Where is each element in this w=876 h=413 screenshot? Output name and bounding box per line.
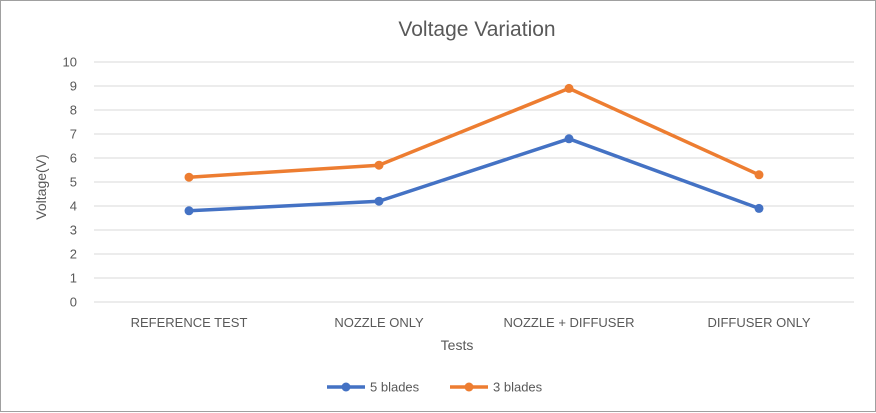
x-axis-title: Tests (441, 337, 474, 353)
data-point (754, 203, 764, 213)
x-category-label: DIFFUSER ONLY (707, 315, 810, 330)
legend-label: 3 blades (493, 380, 543, 395)
x-category-label: NOZZLE + DIFFUSER (503, 315, 634, 330)
x-category-label: REFERENCE TEST (131, 315, 248, 330)
y-axis-title: Voltage(V) (33, 154, 49, 219)
series-line (187, 137, 761, 213)
series-line (187, 86, 761, 179)
y-tick-label: 7 (70, 127, 77, 142)
data-point (754, 170, 764, 180)
y-tick-label: 6 (70, 151, 77, 166)
legend-item: 5 blades (327, 380, 420, 395)
data-point (184, 206, 194, 216)
chart-title: Voltage Variation (398, 18, 555, 41)
series-3-blades (184, 83, 764, 182)
x-category-label: NOZZLE ONLY (334, 315, 424, 330)
legend: 5 blades 3 blades (327, 380, 543, 395)
y-tick-label: 5 (70, 175, 77, 190)
y-tick-label: 10 (63, 55, 77, 70)
data-point (374, 196, 384, 206)
data-point (564, 83, 574, 93)
y-tick-label: 8 (70, 103, 77, 118)
series-layer (184, 83, 764, 216)
legend-marker (341, 382, 351, 392)
data-point (184, 172, 194, 182)
legend-label: 5 blades (370, 380, 420, 395)
y-tick-label: 0 (70, 295, 77, 310)
legend-item: 3 blades (450, 380, 543, 395)
x-axis-categories: REFERENCE TEST NOZZLE ONLY NOZZLE + DIFFUS… (131, 315, 811, 330)
grid-lines (94, 61, 854, 303)
y-tick-label: 4 (70, 199, 77, 214)
y-tick-label: 3 (70, 223, 77, 238)
y-tick-label: 2 (70, 247, 77, 262)
y-axis-ticks: 0 1 2 3 4 5 6 7 8 9 10 (63, 55, 77, 310)
data-point (564, 134, 574, 144)
y-tick-label: 9 (70, 79, 77, 94)
data-point (374, 160, 384, 170)
series-5-blades (184, 134, 764, 216)
legend-marker (464, 382, 474, 392)
y-tick-label: 1 (70, 271, 77, 286)
